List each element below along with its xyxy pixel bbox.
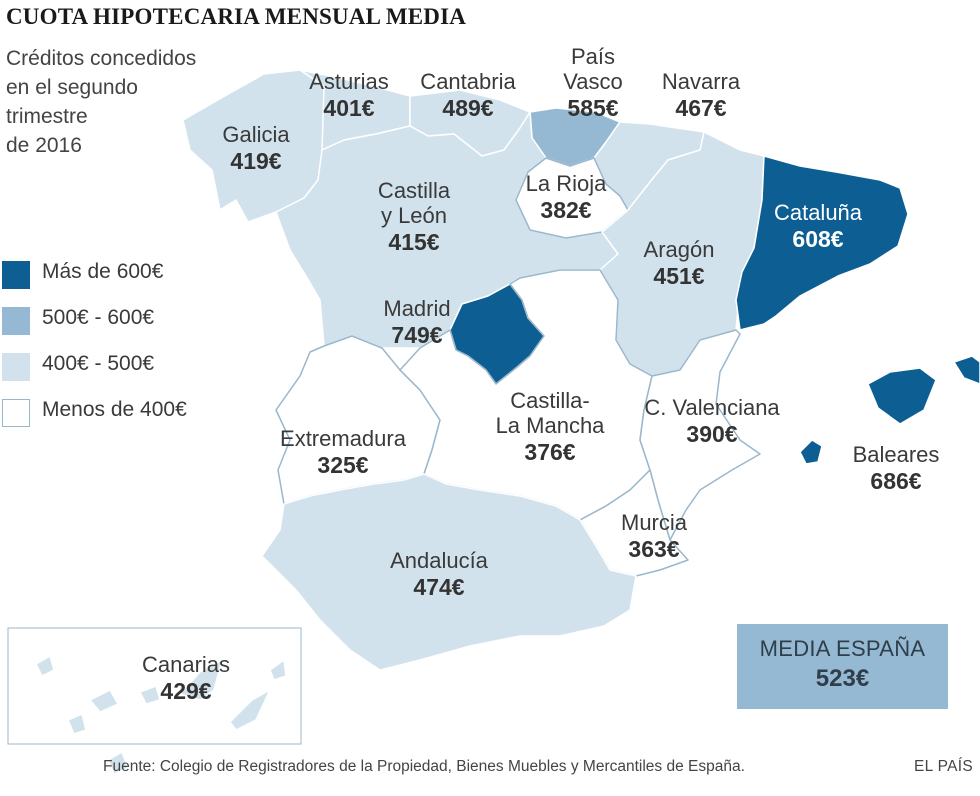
- region-value: 585€: [567, 95, 619, 121]
- region-name: Castilla: [377, 178, 451, 203]
- region-name: Andalucía: [390, 548, 488, 573]
- region-name: Aragón: [643, 237, 715, 262]
- subtitle-line: de 2016: [6, 134, 82, 157]
- canarias-inset-frame: [7, 627, 302, 745]
- region-value: 489€: [442, 95, 494, 121]
- media-espana-box: MEDIA ESPAÑA 523€: [737, 624, 948, 709]
- region-value: 390€: [686, 421, 738, 447]
- region-value: 419€: [230, 148, 282, 174]
- legend-label: 500€ - 600€: [42, 306, 155, 329]
- region-value: 363€: [628, 536, 680, 562]
- label-andalucia: Andalucía 474€: [390, 548, 488, 601]
- region-value: 451€: [653, 263, 705, 289]
- region-baleares[interactable]: [799, 355, 980, 465]
- label-castilla-la-mancha: Castilla- La Mancha 376€: [496, 388, 605, 466]
- region-name: Asturias: [309, 69, 389, 94]
- brand-credit: EL PAÍS: [914, 758, 973, 775]
- label-cataluna: Cataluña 608€: [774, 200, 862, 253]
- label-murcia: Murcia 363€: [621, 510, 687, 563]
- label-aragon: Aragón 451€: [644, 237, 715, 290]
- region-cataluna[interactable]: [735, 155, 909, 331]
- region-name: Galicia: [222, 122, 290, 147]
- source-note: Fuente: Colegio de Registradores de la P…: [103, 758, 745, 775]
- region-name: Murcia: [620, 510, 688, 535]
- region-name: Baleares: [852, 442, 940, 467]
- region-value: 415€: [388, 229, 440, 255]
- legend-swatch: [2, 399, 30, 427]
- chart-subtitle: Créditos concedidos en el segundo trimes…: [6, 44, 196, 160]
- region-name: Vasco: [563, 69, 623, 94]
- region-value: 474€: [413, 574, 465, 600]
- region-name: Navarra: [661, 69, 741, 94]
- region-name: La Rioja: [525, 171, 607, 196]
- region-value: 376€: [524, 439, 576, 465]
- region-name: C. Valenciana: [644, 395, 780, 420]
- legend-label: Más de 600€: [42, 260, 164, 283]
- region-c-valenciana[interactable]: [639, 329, 761, 541]
- label-baleares: Baleares 686€: [853, 442, 940, 495]
- region-value: 401€: [323, 95, 375, 121]
- region-value: 686€: [870, 468, 922, 494]
- label-pais-vasco: País Vasco 585€: [563, 44, 623, 122]
- region-canarias[interactable]: [35, 655, 287, 775]
- legend-swatch: [2, 353, 30, 381]
- region-andalucia[interactable]: [261, 473, 637, 671]
- legend-swatch: [2, 261, 30, 289]
- label-madrid: Madrid 749€: [383, 296, 450, 349]
- label-navarra: Navarra 467€: [662, 69, 740, 122]
- label-galicia: Galicia 419€: [222, 122, 289, 175]
- region-name: Extremadura: [280, 426, 406, 451]
- region-value: 382€: [540, 197, 592, 223]
- region-name: Cantabria: [420, 69, 516, 94]
- region-value: 749€: [391, 322, 443, 348]
- region-value: 608€: [792, 226, 844, 252]
- legend-swatch: [2, 307, 30, 335]
- label-la-rioja: La Rioja 382€: [526, 171, 607, 224]
- subtitle-line: en el segundo: [6, 76, 138, 99]
- region-value: 467€: [675, 95, 727, 121]
- region-name: Castilla-: [510, 388, 590, 413]
- region-name: Canarias: [141, 652, 231, 677]
- legend-label: Menos de 400€: [42, 398, 187, 421]
- region-value: 429€: [160, 678, 212, 704]
- chart-title: CUOTA HIPOTECARIA MENSUAL MEDIA: [6, 4, 467, 29]
- region-name: Cataluña: [773, 200, 863, 225]
- subtitle-line: Créditos concedidos: [6, 47, 197, 70]
- label-cantabria: Cantabria 489€: [420, 69, 515, 122]
- region-name: Madrid: [383, 296, 451, 321]
- region-name: La Mancha: [495, 413, 605, 438]
- label-asturias: Asturias 401€: [309, 69, 388, 122]
- subtitle-line: trimestre: [6, 105, 88, 128]
- region-name: y León: [380, 203, 448, 228]
- label-castilla-leon: Castilla y León 415€: [378, 178, 450, 256]
- label-c-valenciana: C. Valenciana 390€: [644, 395, 779, 448]
- region-name: País: [570, 44, 616, 69]
- label-canarias: Canarias 429€: [142, 652, 230, 705]
- region-value: 325€: [317, 452, 369, 478]
- media-espana-value: 523€: [815, 665, 870, 692]
- media-espana-label: MEDIA ESPAÑA: [759, 636, 926, 661]
- legend-label: 400€ - 500€: [42, 352, 155, 375]
- label-extremadura: Extremadura 325€: [280, 426, 406, 479]
